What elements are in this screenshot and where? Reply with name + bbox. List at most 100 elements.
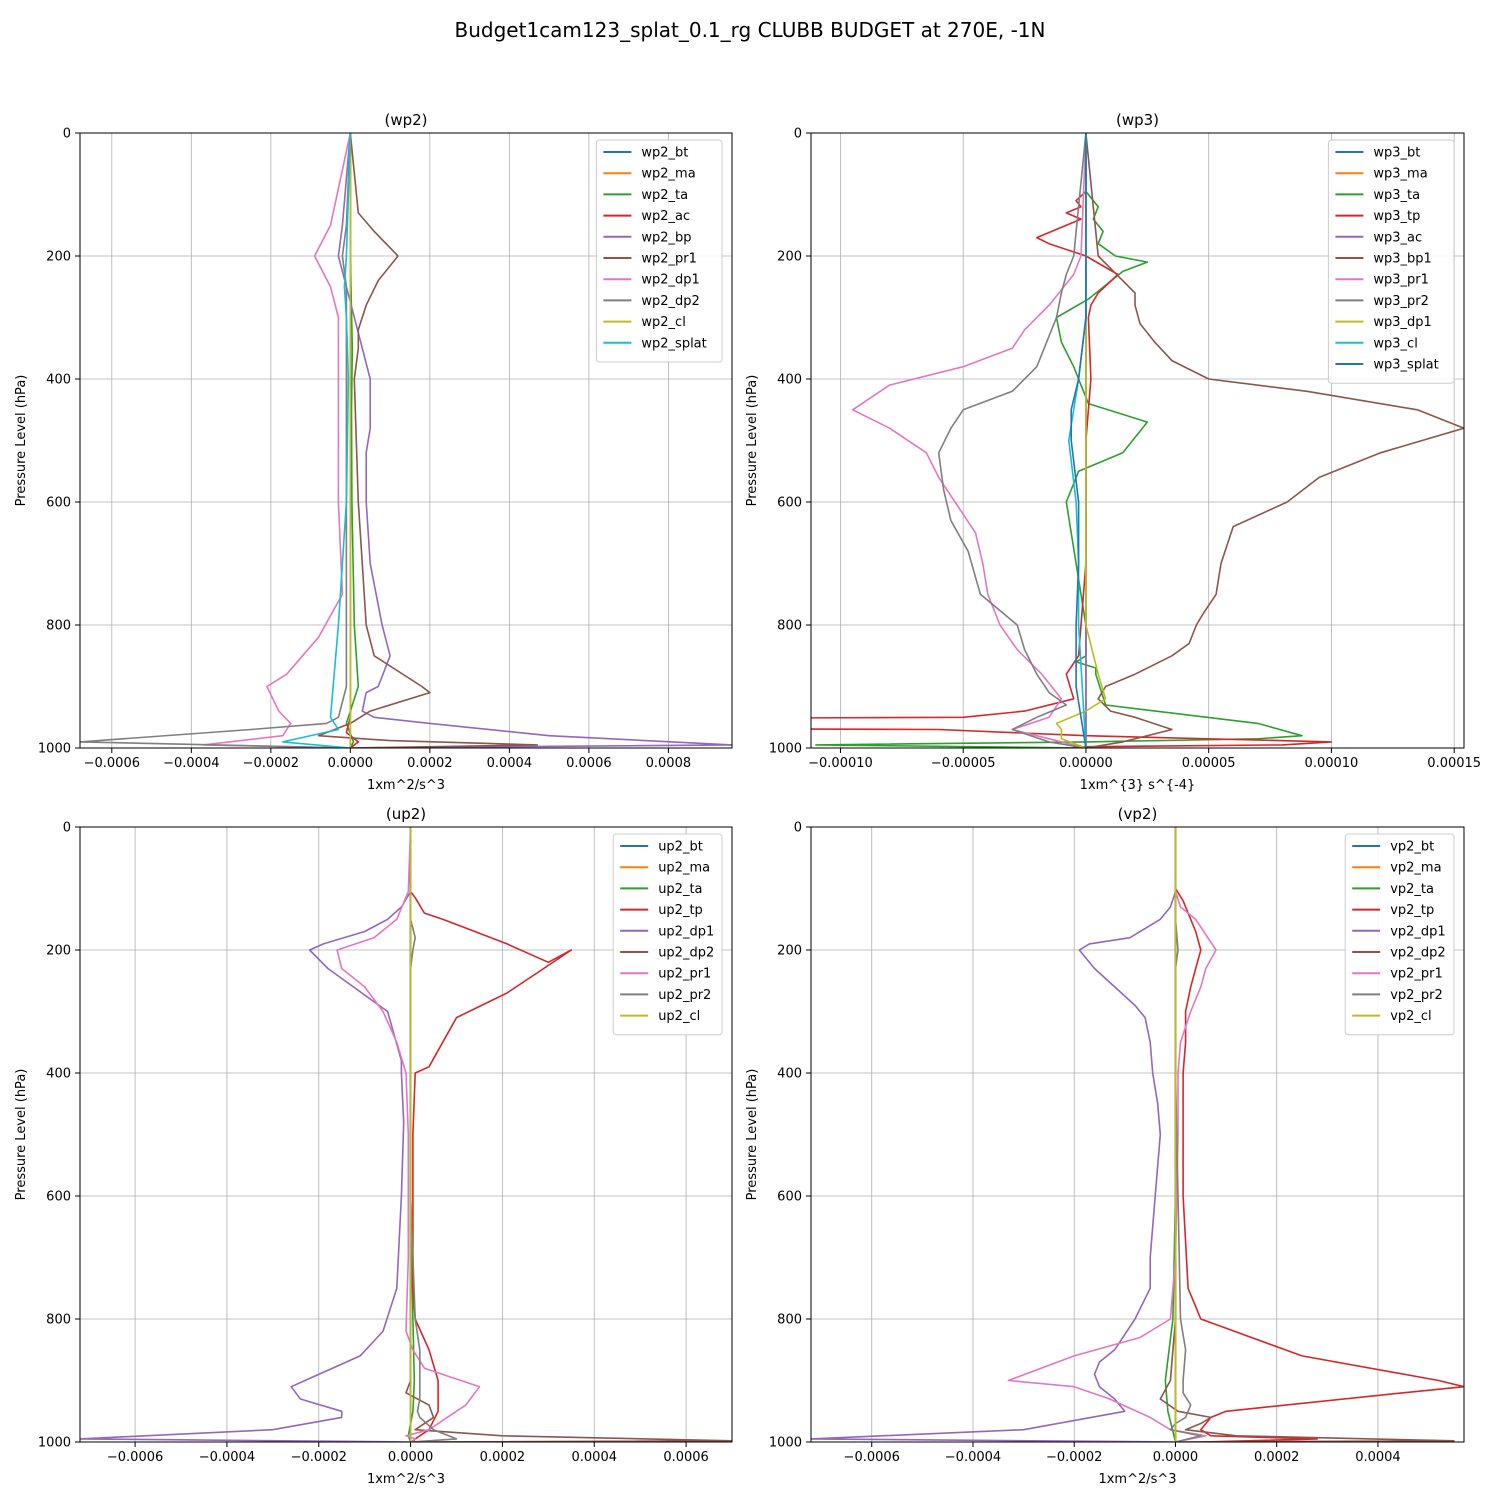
x-tick-label: 0.0000 [388, 1450, 434, 1465]
legend-label: wp2_ta [641, 188, 688, 203]
x-tick-label: −0.0002 [1046, 1450, 1102, 1465]
legend-label: vp2_cl [1390, 1009, 1431, 1024]
y-tick-label: 1000 [38, 742, 71, 757]
legend-label: wp2_pr1 [641, 252, 697, 267]
legend-label: wp3_ac [1373, 230, 1422, 245]
x-tick-label: 0.00000 [1059, 756, 1113, 771]
subplot-title: (up2) [386, 805, 426, 823]
legend-label: vp2_pr1 [1390, 967, 1443, 982]
series-line-up2_pr1 [336, 827, 481, 1442]
legend-label: wp3_pr1 [1373, 273, 1429, 288]
y-tick-label: 400 [777, 1067, 802, 1082]
axes-frame [810, 132, 1465, 749]
legend-label: wp2_bp [641, 230, 691, 245]
x-tick-label: −0.0004 [199, 1450, 255, 1465]
x-tick-label: −0.00010 [808, 756, 873, 771]
series-line-vp2_pr1 [1007, 827, 1217, 1442]
legend-label: vp2_ta [1390, 882, 1434, 897]
subplot-2: −0.0006 −0.0004 −0.0002 0.0000 0.0002 0.0004 0… [14, 805, 733, 1487]
y-tick-label: 800 [46, 1313, 71, 1328]
legend-label: wp3_ta [1373, 188, 1420, 203]
x-tick-label: −0.0006 [844, 1450, 900, 1465]
y-tick-label: 800 [46, 619, 71, 634]
legend-label: up2_ta [658, 882, 702, 897]
x-tick-label: −0.0002 [243, 756, 299, 771]
y-tick-label: 0 [794, 821, 802, 836]
y-tick-label: 400 [46, 373, 71, 388]
x-tick-label: −0.0004 [163, 756, 219, 771]
legend-label: wp2_dp1 [641, 273, 699, 288]
legend-label: wp2_bt [641, 146, 688, 161]
x-axis-label: 1xm^2/s^3 [1098, 1472, 1176, 1487]
legend-box [1344, 833, 1455, 1036]
figure-suptitle: Budget1cam123_splat_0.1_rg CLUBB BUDGET … [455, 18, 1046, 42]
y-tick-label: 1000 [769, 1436, 802, 1451]
x-axis-label: 1xm^{3} s^{-4} [1080, 778, 1196, 793]
legend-label: vp2_pr2 [1390, 988, 1443, 1003]
legend-label: wp3_bp1 [1373, 252, 1431, 267]
series-line-wp2_dp1 [202, 133, 352, 748]
legend-label: wp2_ma [641, 167, 695, 182]
subplot-title: (wp3) [1116, 111, 1159, 129]
legend-label: wp3_pr2 [1373, 294, 1429, 309]
legend-label: wp2_splat [641, 336, 706, 351]
x-tick-label: −0.00005 [931, 756, 996, 771]
y-tick-label: 0 [63, 127, 71, 142]
legend-label: vp2_dp1 [1390, 924, 1446, 939]
y-axis-label: Pressure Level (hPa) [745, 375, 760, 507]
legend-label: wp2_ac [641, 209, 690, 224]
legend-label: wp3_tp [1373, 209, 1420, 224]
y-tick-label: 200 [777, 250, 802, 265]
x-tick-label: 0.0002 [407, 756, 453, 771]
subplots-container: −0.0006 −0.0004 −0.0002 0.0000 0.0002 0.0004 0… [14, 111, 1481, 1487]
legend: wp3_bt wp3_ma wp3_ta wp3_tp wp3_ac wp3_bp1 wp3… [1327, 139, 1455, 384]
y-tick-label: 800 [777, 1313, 802, 1328]
subplot-title: (wp2) [384, 111, 427, 129]
x-tick-label: 0.0006 [663, 1450, 709, 1465]
series-line-wp3_splat [1070, 133, 1087, 748]
legend-label: up2_bt [658, 840, 703, 855]
y-tick-label: 0 [794, 127, 802, 142]
series-line-wp2_splat [281, 133, 352, 748]
legend-label: up2_tp [658, 903, 703, 918]
y-axis-label: Pressure Level (hPa) [745, 1069, 760, 1201]
legend-label: up2_dp2 [658, 946, 714, 961]
x-tick-label: 0.00015 [1427, 756, 1481, 771]
legend: up2_bt up2_ma up2_ta up2_tp up2_dp1 up2_dp2up… [612, 833, 723, 1036]
series-line-wp2_dp2 [80, 133, 352, 748]
series-group [811, 827, 1464, 1442]
y-tick-label: 200 [46, 944, 71, 959]
legend-label: up2_dp1 [658, 924, 714, 939]
axes-frame [79, 132, 733, 749]
series-line-wp3_pr2 [937, 133, 1087, 748]
x-tick-label: −0.0006 [84, 756, 140, 771]
x-tick-label: 0.00005 [1182, 756, 1236, 771]
legend-label: wp2_cl [641, 315, 685, 330]
legend-label: wp3_dp1 [1373, 315, 1431, 330]
y-axis-label: Pressure Level (hPa) [14, 375, 29, 507]
x-tick-label: −0.0004 [945, 1450, 1001, 1465]
legend-label: vp2_dp2 [1390, 946, 1446, 961]
x-tick-label: 0.0000 [1153, 1450, 1199, 1465]
y-tick-label: 600 [777, 1190, 802, 1205]
axes-frame [810, 826, 1465, 1443]
legend-label: wp3_ma [1373, 167, 1427, 182]
y-tick-label: 0 [63, 821, 71, 836]
y-tick-label: 600 [777, 496, 802, 511]
y-tick-label: 1000 [769, 742, 802, 757]
x-tick-label: 0.0002 [1254, 1450, 1300, 1465]
series-line-up2_dp1 [80, 827, 412, 1442]
x-tick-label: 0.00010 [1305, 756, 1359, 771]
legend-label: vp2_ma [1390, 861, 1441, 876]
y-tick-label: 400 [777, 373, 802, 388]
series-group [811, 133, 1464, 748]
legend-label: up2_pr2 [658, 988, 711, 1003]
series-group [80, 827, 732, 1442]
series-line-up2_tp [409, 827, 573, 1442]
x-tick-label: 0.0002 [480, 1450, 526, 1465]
legend-label: wp3_cl [1373, 336, 1417, 351]
legend-label: up2_cl [658, 1009, 700, 1024]
subplot-1: −0.00010 −0.00005 0.00000 0.00005 0.00010 0.0… [745, 111, 1481, 793]
y-tick-label: 600 [46, 496, 71, 511]
